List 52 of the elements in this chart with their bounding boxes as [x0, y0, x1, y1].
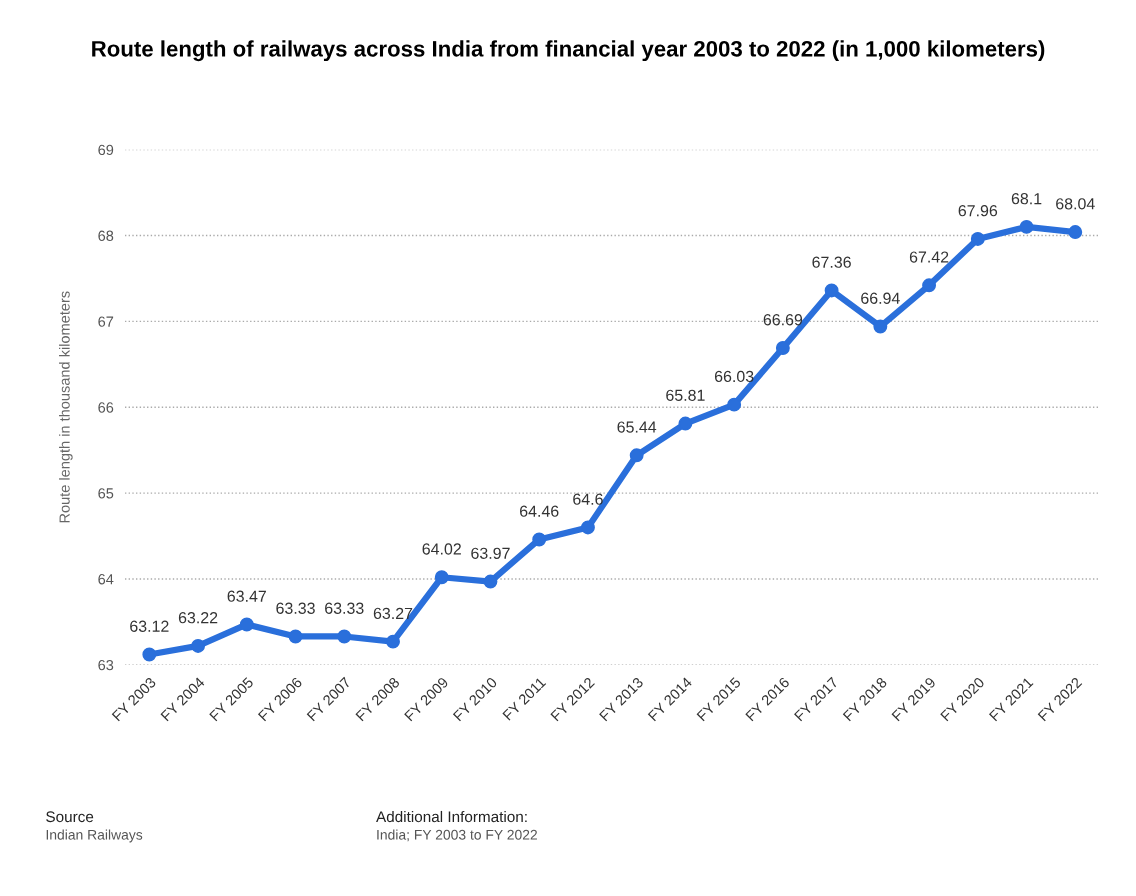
point [288, 629, 303, 644]
point [386, 634, 400, 649]
point [775, 341, 790, 355]
data-label: 66.69 [763, 314, 803, 326]
point [727, 397, 742, 412]
point [142, 647, 157, 662]
data-label: 68.04 [1056, 198, 1095, 210]
text: Additional Information: [376, 810, 527, 823]
data-label: 66.94 [861, 292, 900, 304]
data-label: 63.12 [130, 620, 169, 632]
data-label: 63.22 [178, 612, 218, 624]
data-label: 68.1 [1011, 193, 1042, 205]
y-tick-label: 69 [98, 144, 114, 156]
point [629, 448, 644, 463]
point [239, 617, 254, 632]
point [434, 570, 449, 585]
data-label: 63.47 [227, 590, 266, 602]
point [970, 231, 985, 246]
data-label: 65.81 [666, 389, 705, 401]
data-label: 64.02 [422, 543, 461, 555]
point [191, 638, 206, 653]
text: Indian Railways [46, 829, 143, 843]
data-label: 65.44 [617, 421, 657, 433]
data-label: 63.97 [471, 547, 510, 559]
y-tick-label: 65 [98, 488, 114, 499]
chart-title: Route length of railways across India from financial year 2003 to 2022 (in 1,000 kilometers) [92, 40, 1045, 62]
point [1019, 219, 1034, 234]
data-label: 64.46 [520, 505, 559, 517]
point [580, 520, 595, 535]
point [873, 319, 888, 334]
point [824, 283, 839, 298]
y-tick-label: 64 [98, 574, 114, 585]
data-label: 66.03 [714, 370, 754, 383]
point [1068, 225, 1083, 240]
y-tick-label: 68 [98, 230, 114, 241]
y-tick-label: 66 [98, 402, 114, 413]
text: India; FY 2003 to FY 2022 [377, 829, 537, 842]
data-label: 63.33 [325, 602, 364, 614]
point [532, 532, 547, 547]
point [337, 629, 352, 644]
point [678, 416, 693, 431]
y-tick-label: 67 [98, 316, 114, 327]
data-label: 67.96 [958, 205, 998, 217]
y-tick-label: 63 [98, 659, 114, 671]
y-axis-title: Route length in thousand kilometers [59, 291, 73, 523]
data-label: 67.36 [812, 256, 851, 268]
point [483, 574, 498, 589]
data-label: 67.42 [909, 251, 949, 263]
data-label: 63.33 [276, 602, 315, 614]
data-label: 64.6 [573, 493, 603, 505]
text: Source [46, 811, 94, 823]
point [922, 278, 937, 293]
